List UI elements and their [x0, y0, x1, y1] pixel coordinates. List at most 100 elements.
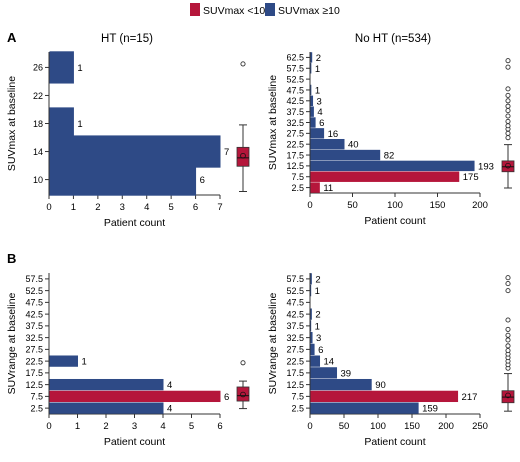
y-tick-label: 17.5 [286, 150, 304, 160]
y-axis-label: SUVrange at baseline [267, 292, 279, 394]
x-tick-label: 6 [193, 202, 198, 213]
y-tick-label: 47.5 [286, 85, 304, 95]
y-tick-label: 57.5 [286, 64, 304, 74]
x-tick-label: 7 [217, 202, 222, 213]
y-tick-label: 32.5 [286, 333, 304, 343]
bar [49, 51, 74, 84]
x-tick-label: 150 [430, 200, 446, 211]
bar-value-label: 3 [316, 333, 321, 344]
y-axis-label: SUVrange at baseline [6, 292, 18, 394]
boxplot [501, 58, 515, 189]
bar [49, 355, 78, 367]
bar-value-label: 6 [200, 175, 205, 186]
bar-value-label: 1 [77, 63, 82, 74]
y-tick-label: 62.5 [286, 53, 304, 63]
y-tick-label: 42.5 [286, 309, 304, 319]
boxplot-outlier [505, 281, 511, 287]
boxplot-outlier [505, 317, 511, 323]
bar-value-label: 175 [463, 172, 479, 183]
panel-title-no-ht: No HT (n=534) [355, 33, 431, 45]
bar-value-label: 4 [317, 107, 322, 118]
x-tick-label: 3 [132, 421, 137, 432]
bar-value-label: 217 [462, 392, 478, 403]
bar-value-label: 1 [77, 119, 82, 130]
boxplot-mean-marker [240, 152, 246, 159]
boxplot-outlier [505, 103, 511, 109]
boxplot-outlier [505, 288, 511, 294]
boxplot-mean-marker [505, 392, 511, 399]
boxplot-outlier [505, 98, 511, 104]
x-axis-label: Patient count [104, 217, 165, 229]
y-tick-label: 2.5 [291, 403, 304, 413]
bar-value-label: 90 [375, 380, 386, 391]
bar [310, 52, 313, 63]
bar-value-label: 82 [384, 151, 395, 162]
bar-value-label: 6 [318, 345, 323, 356]
boxplot-box [236, 386, 250, 402]
bar-value-label: 1 [315, 64, 320, 75]
y-tick-label: 17.5 [25, 368, 43, 378]
x-tick-label: 0 [307, 421, 312, 432]
bar-value-label: 4 [167, 404, 172, 415]
y-tick-label: 18 [33, 119, 43, 129]
boxplot-outlier [505, 58, 511, 64]
boxplot-outlier [505, 108, 511, 114]
x-tick-label: 1 [75, 421, 80, 432]
bar [310, 149, 381, 161]
y-tick-label: 37.5 [25, 321, 43, 331]
bar [49, 390, 221, 403]
boxplot-box [236, 146, 250, 167]
bar-value-label: 6 [224, 392, 229, 403]
boxplot-outlier [505, 123, 511, 129]
x-axis-label: Patient count [104, 436, 165, 448]
bar [310, 95, 314, 107]
y-tick-label: 22.5 [286, 356, 304, 366]
x-tick-label: 150 [404, 421, 420, 432]
bar-value-label: 14 [324, 357, 335, 368]
bar [310, 84, 312, 96]
bar-value-label: 16 [328, 129, 339, 140]
chart-no-ht-suvrange: 2.57.5 12.5 17.5 22.527.5 32.5 37.5 42.547.5 52… [267, 273, 515, 448]
boxplot [501, 275, 515, 412]
y-tick-label: 22.5 [25, 356, 43, 366]
y-tick-label: 32.5 [25, 333, 43, 343]
bar [310, 106, 314, 117]
bar-value-label: 1 [82, 357, 87, 368]
y-tick-label: 52.5 [286, 286, 304, 296]
boxplot-outlier [505, 135, 511, 141]
boxplot-outlier [505, 118, 511, 124]
chart-ht-suvmax: 10 14 18 22 26 0 1 2 3 4 5 6 7 Patient count SUVmax at… [6, 51, 250, 229]
boxplot-outlier [505, 92, 511, 98]
y-tick-label: 57.5 [286, 274, 304, 284]
bar-value-label: 1 [315, 85, 320, 96]
x-tick-label: 200 [472, 200, 488, 211]
boxplot-mean-marker [240, 391, 246, 398]
bar [49, 402, 164, 414]
x-tick-label: 5 [168, 202, 173, 213]
bar-value-label: 40 [348, 140, 359, 151]
bar [49, 107, 74, 140]
y-tick-label: 12.5 [25, 380, 43, 390]
y-tick-label: 12.5 [286, 380, 304, 390]
bar-value-label: 7 [224, 147, 229, 158]
bar-value-label: 6 [319, 118, 324, 129]
legend: SUVmax <10 SUVmax ≥10 [190, 3, 340, 17]
y-tick-label: 22 [33, 91, 43, 101]
legend-swatch-high [265, 3, 275, 16]
bar [310, 171, 460, 182]
bar [310, 128, 325, 139]
bar-value-label: 193 [478, 161, 494, 172]
bar-value-label: 2 [315, 310, 320, 321]
chart-no-ht-suvmax: 2.57.512.517.522.527.532.537.542.547.552… [267, 52, 515, 227]
y-tick-label: 47.5 [286, 298, 304, 308]
y-axis-label: SUVmax at baseline [267, 75, 279, 170]
x-tick-label: 100 [370, 421, 386, 432]
bar [310, 160, 475, 172]
x-tick-label: 0 [307, 200, 312, 211]
y-tick-label: 37.5 [286, 107, 304, 117]
boxplot [236, 61, 250, 192]
boxplot-outlier [505, 347, 511, 354]
legend-label-high: SUVmax ≥10 [278, 5, 340, 17]
y-tick-label: 10 [33, 175, 43, 185]
